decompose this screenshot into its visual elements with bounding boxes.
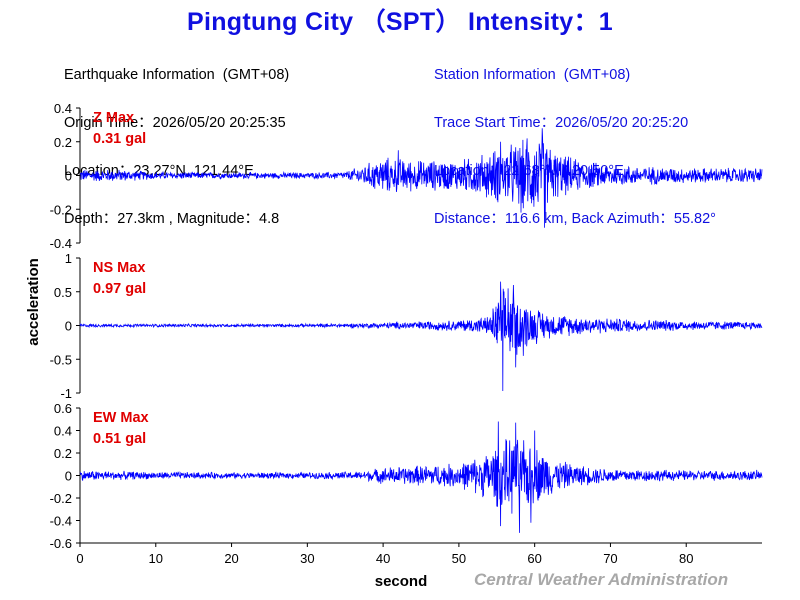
station-info-heading: Station Information (GMT+08) bbox=[434, 67, 631, 83]
trace-start-time: Trace Start Time：2026/05/20 20:25:20 bbox=[434, 115, 689, 131]
distance-azimuth: Distance：116.6 km, Back Azimuth：55.82° bbox=[434, 211, 716, 227]
earthquake-info: Earthquake Information (GMT+08) Origin T… bbox=[64, 35, 289, 243]
y-tick-label-ew: -0.4 bbox=[50, 514, 72, 529]
x-tick-label: 0 bbox=[76, 551, 83, 566]
y-tick-label-ns: 0.5 bbox=[54, 285, 72, 300]
x-tick-label: 70 bbox=[603, 551, 617, 566]
credit-text: Central Weather Administration bbox=[474, 570, 729, 589]
y-tick-label-ns: 0 bbox=[65, 319, 72, 334]
max-value-z: 0.31 gal bbox=[93, 131, 146, 147]
y-tick-label-ew: 0.4 bbox=[54, 424, 72, 439]
depth-magnitude: Depth：27.3km , Magnitude：4.8 bbox=[64, 211, 280, 227]
y-tick-label-ew: 0.2 bbox=[54, 446, 72, 461]
earthquake-info-heading: Earthquake Information (GMT+08) bbox=[64, 67, 290, 83]
x-tick-label: 50 bbox=[452, 551, 466, 566]
y-tick-label-ew: 0 bbox=[65, 469, 72, 484]
x-tick-label: 30 bbox=[300, 551, 314, 566]
x-tick-label: 80 bbox=[679, 551, 693, 566]
y-axis-label: acceleration bbox=[25, 258, 42, 346]
station-info: Station Information (GMT+08) Trace Start… bbox=[434, 35, 716, 243]
max-value-ew: 0.51 gal bbox=[93, 431, 146, 447]
y-tick-label-ns: -0.5 bbox=[50, 352, 72, 367]
trace-z bbox=[79, 128, 763, 228]
trace-ew bbox=[79, 421, 763, 533]
y-tick-label-ns: -1 bbox=[60, 386, 72, 401]
max-label-ew: EW Max bbox=[93, 410, 149, 426]
y-tick-label-z: 0.4 bbox=[54, 101, 72, 116]
chart-title: Pingtung City （SPT） Intensity：1 bbox=[187, 8, 613, 36]
y-tick-label-z: -0.4 bbox=[50, 236, 72, 251]
max-value-ns: 0.97 gal bbox=[93, 281, 146, 297]
y-tick-label-z: -0.2 bbox=[50, 202, 72, 217]
origin-time: Origin Time：2026/05/20 20:25:35 bbox=[64, 115, 286, 131]
max-label-ns: NS Max bbox=[93, 260, 145, 276]
trace-ns bbox=[79, 281, 763, 392]
x-tick-label: 20 bbox=[224, 551, 238, 566]
y-tick-label-ew: 0.6 bbox=[54, 401, 72, 416]
y-tick-label-z: 0.2 bbox=[54, 135, 72, 150]
x-tick-label: 40 bbox=[376, 551, 390, 566]
y-tick-label-ns: 1 bbox=[65, 251, 72, 266]
x-tick-label: 60 bbox=[527, 551, 541, 566]
y-tick-label-ew: -0.6 bbox=[50, 536, 72, 551]
y-tick-label-z: 0 bbox=[65, 169, 72, 184]
x-tick-label: 10 bbox=[149, 551, 163, 566]
max-label-z: Z Max bbox=[93, 110, 134, 126]
y-tick-label-ew: -0.2 bbox=[50, 491, 72, 506]
x-axis-label: second bbox=[375, 573, 428, 590]
